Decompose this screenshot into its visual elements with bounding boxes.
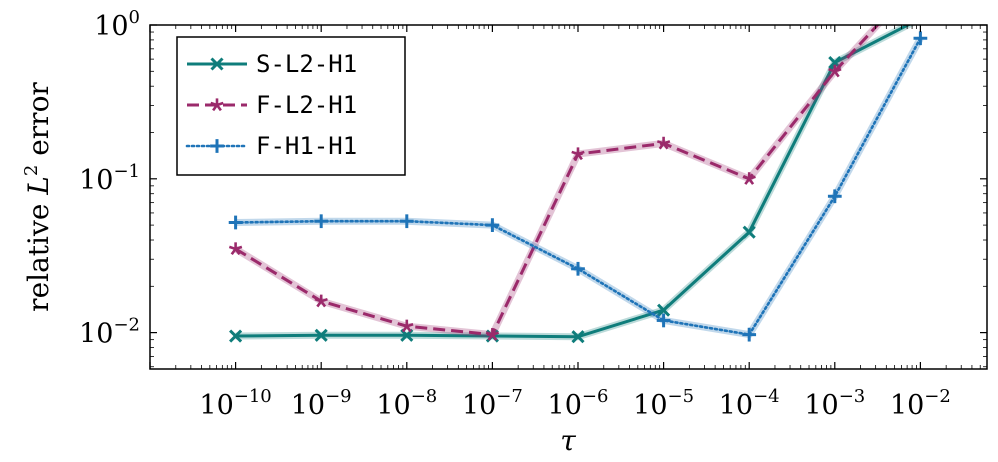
data-point [228,215,243,230]
legend-label: F-H1-H1 [256,132,357,160]
data-point [485,328,500,341]
data-point [656,136,671,150]
legend-marker [210,98,224,112]
data-point [485,218,500,232]
data-point [913,31,928,46]
legend-marker [210,139,224,153]
x-axis-title: τ [560,424,576,457]
data-point [400,319,414,333]
x-tick-label: 10−2 [890,386,951,421]
data-point [742,225,756,239]
y-axis-title-prefix: relative [22,195,55,312]
legend-entry: S-L2-H1 [187,50,357,78]
data-point [657,303,671,317]
x-tick-label: 10−4 [719,386,780,421]
data-point [915,25,926,26]
legend-entry: F-H1-H1 [185,132,357,160]
series-F-L2-H1 [228,25,883,341]
data-point [229,329,243,343]
x-tick-label: 10−8 [376,386,437,421]
x-tick-label: 10−10 [199,386,271,421]
series-layer [228,25,928,344]
legend: S-L2-H1 F-L2-H1 F-H1-H1 [176,36,406,176]
legend-label: S-L2-H1 [256,50,357,78]
data-point [399,214,414,229]
legend-entry: F-L2-H1 [187,91,357,119]
data-point [314,294,328,308]
legend-entries: S-L2-H1 F-L2-H1 F-H1-H1 [185,50,357,160]
y-axis-title: relative L2 error [21,82,55,312]
tick-labels-layer: 10−10 10−9 10−8 10−7 10−6 10−5 10−4 10−3 10−2 10−… [79,7,951,421]
y-axis-title-var: L [22,176,55,196]
plot-frame [149,24,988,370]
legend-marker [210,57,224,71]
series-S-L2-H1 [229,25,926,344]
data-point [656,313,671,328]
y-axis-title-suffix: error [22,82,55,165]
data-point [314,214,329,229]
data-point [228,242,243,256]
data-point [742,172,756,185]
x-tick-label: 10−5 [633,386,694,421]
y-tick-label: 100 [94,7,140,42]
y-axis-title-sup: 2 [21,165,42,176]
series-F-H1-H1 [228,31,928,342]
data-point [828,64,842,78]
ticks-layer [149,24,988,369]
x-tick-label: 10−7 [462,386,523,421]
data-point [571,330,585,344]
data-point [742,327,757,342]
data-point [314,328,328,342]
x-tick-label: 10−6 [548,386,609,421]
legend-label: F-L2-H1 [256,91,357,119]
data-point [571,261,585,276]
data-point [571,147,585,161]
x-tick-label: 10−9 [291,386,352,421]
y-tick-label: 10−1 [79,161,140,196]
data-point [827,189,842,204]
x-tick-label: 10−3 [804,386,865,421]
y-tick-label: 10−2 [79,315,140,350]
